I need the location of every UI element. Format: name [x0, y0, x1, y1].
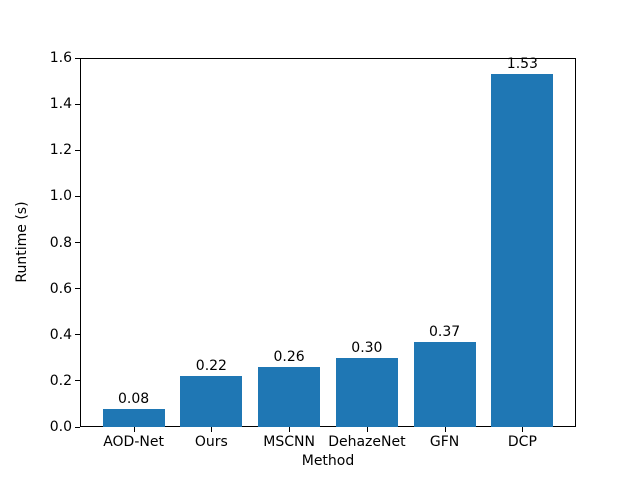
bar-Ours — [180, 376, 243, 427]
y-tick-label: 1.2 — [49, 142, 72, 159]
x-tick-label: DehazeNet — [328, 434, 406, 450]
bar-value-label: 1.53 — [506, 56, 538, 73]
y-tick-label: 1.4 — [49, 96, 72, 113]
x-tick-label: DCP — [507, 434, 537, 450]
bar-value-label: 0.30 — [351, 339, 383, 356]
x-tick-mark — [133, 427, 135, 432]
y-tick-label: 0.0 — [49, 419, 72, 435]
y-tick-mark — [75, 380, 80, 382]
y-axis-label: Runtime (s) — [14, 201, 30, 282]
x-tick-label: AOD-Net — [103, 434, 164, 450]
x-tick-mark — [444, 427, 446, 432]
y-tick-mark — [75, 103, 80, 105]
x-tick-mark — [366, 427, 368, 432]
x-tick-label: Ours — [194, 434, 228, 450]
bar-DehazeNet — [335, 357, 398, 427]
y-tick-mark — [75, 195, 80, 197]
y-tick-mark — [75, 57, 80, 59]
bar-GFN — [413, 341, 476, 427]
x-axis-label: Method — [301, 453, 355, 469]
plot-area — [80, 58, 576, 427]
y-tick-mark — [75, 426, 80, 428]
y-tick-mark — [75, 288, 80, 290]
bar-value-label: 0.26 — [273, 349, 305, 365]
y-tick-mark — [75, 334, 80, 336]
x-tick-mark — [211, 427, 213, 432]
bar-DCP — [491, 74, 554, 427]
y-tick-mark — [75, 242, 80, 243]
x-tick-label: GFN — [429, 434, 460, 450]
y-tick-label: 1.0 — [49, 188, 72, 205]
y-axis-label-text: Runtime (s) — [14, 201, 30, 283]
y-tick-label: 1.6 — [49, 50, 72, 66]
y-tick-label: 0.6 — [49, 280, 72, 297]
y-tick-label: 0.8 — [49, 234, 72, 251]
bar-AOD-Net — [102, 408, 165, 427]
bar-value-label: 0.08 — [118, 390, 150, 407]
x-tick-mark — [289, 427, 291, 432]
bar-MSCNN — [258, 367, 321, 427]
y-tick-label: 0.2 — [49, 372, 72, 389]
bar-value-label: 0.22 — [195, 358, 227, 375]
y-tick-label: 0.4 — [49, 326, 72, 343]
y-tick-mark — [75, 149, 80, 151]
x-tick-label: MSCNN — [263, 434, 315, 450]
x-tick-mark — [522, 427, 524, 432]
bar-value-label: 0.37 — [429, 323, 461, 340]
